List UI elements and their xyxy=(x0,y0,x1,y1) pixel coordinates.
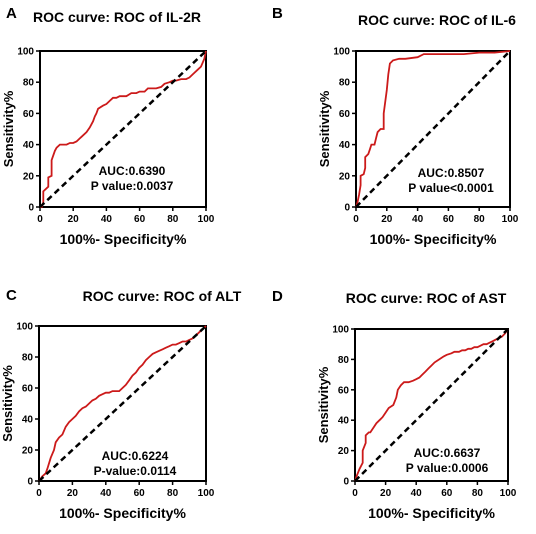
y-tick-label-d-3: 60 xyxy=(338,385,350,396)
panel-c: C ROC curve: ROC of ALT 0 20 40 60 80 100 0 20 40 6… xyxy=(0,267,268,534)
auc-annotation-d: AUC:0.6637 xyxy=(414,446,481,460)
y-axis-label-c: Sensitivity% xyxy=(0,365,15,442)
y-tick-label-c-4: 80 xyxy=(22,353,34,364)
x-tick-label-d-5: 100 xyxy=(500,488,517,499)
roc-chart-d: D ROC curve: ROC of AST 0 20 40 60 80 100 0 20 40 6… xyxy=(272,288,517,521)
y-tick-label-a-0: 0 xyxy=(28,203,34,214)
x-tick-label-b-0: 0 xyxy=(353,214,359,225)
x-axis-label-c: 100%- Specificity% xyxy=(59,505,186,521)
y-tick-label-d-1: 20 xyxy=(338,446,350,457)
panel-d: D ROC curve: ROC of AST 0 20 40 60 80 100 0 20 40 6… xyxy=(268,267,536,534)
x-tick-label-a-1: 20 xyxy=(68,214,80,225)
x-tick-label-b-1: 20 xyxy=(381,214,393,225)
y-tick-label-c-1: 20 xyxy=(22,446,34,457)
y-tick-label-d-0: 0 xyxy=(343,477,349,488)
reference-diagonal-b xyxy=(355,50,511,208)
roc-curve-c xyxy=(38,325,207,482)
y-tick-label-d-4: 80 xyxy=(338,355,350,366)
panel-letter-d: D xyxy=(272,288,283,305)
x-tick-label-a-2: 40 xyxy=(101,214,113,225)
panel-letter-c: C xyxy=(6,287,17,304)
x-tick-label-b-2: 40 xyxy=(412,214,424,225)
panel-b: B ROC curve: ROC of IL-6 0 20 40 60 80 100 0 20 40… xyxy=(268,0,536,267)
y-tick-label-b-0: 0 xyxy=(344,203,350,214)
p-value-annotation-d: P value:0.0006 xyxy=(406,461,489,475)
x-tick-label-a-4: 80 xyxy=(167,214,179,225)
y-axis-label-a: Sensitivity% xyxy=(1,90,16,167)
roc-curve-d xyxy=(354,328,509,482)
y-tick-label-a-2: 40 xyxy=(23,140,35,151)
x-tick-label-c-2: 40 xyxy=(100,488,112,499)
x-tick-label-d-1: 20 xyxy=(380,488,392,499)
y-tick-label-b-1: 20 xyxy=(339,171,351,182)
y-tick-label-b-4: 80 xyxy=(339,78,351,89)
x-tick-label-d-0: 0 xyxy=(352,488,358,499)
y-tick-label-d-2: 40 xyxy=(338,416,350,427)
y-tick-label-b-5: 100 xyxy=(333,47,350,58)
y-tick-label-c-0: 0 xyxy=(27,477,33,488)
auc-annotation-b: AUC:0.8507 xyxy=(418,166,485,180)
y-tick-label-a-4: 80 xyxy=(23,78,35,89)
x-tick-label-d-3: 60 xyxy=(441,488,453,499)
roc-curve-b xyxy=(355,50,511,208)
panel-letter-b: B xyxy=(272,5,283,22)
chart-title-b: ROC curve: ROC of IL-6 xyxy=(358,12,516,28)
y-axis-label-d: Sensitivity% xyxy=(316,366,331,443)
chart-title-d: ROC curve: ROC of AST xyxy=(346,290,507,306)
y-tick-label-b-2: 40 xyxy=(339,140,351,151)
x-tick-label-a-5: 100 xyxy=(198,214,215,225)
chart-title-a: ROC curve: ROC of IL-2R xyxy=(33,9,201,25)
panel-letter-a: A xyxy=(6,5,17,22)
x-tick-label-c-5: 100 xyxy=(198,488,215,499)
reference-diagonal-c xyxy=(38,325,207,482)
x-tick-label-a-3: 60 xyxy=(134,214,146,225)
reference-diagonal-a xyxy=(39,50,207,208)
y-tick-label-a-5: 100 xyxy=(17,47,34,58)
x-tick-label-a-0: 0 xyxy=(37,214,43,225)
x-tick-label-d-4: 80 xyxy=(472,488,484,499)
y-tick-label-a-3: 60 xyxy=(23,109,35,120)
roc-chart-b: B ROC curve: ROC of IL-6 0 20 40 60 80 100 0 20 40… xyxy=(272,5,519,247)
panel-a: A ROC curve: ROC of IL-2R 0 20 40 60 80 100 0 20 4… xyxy=(0,0,268,267)
plot-frame-a xyxy=(39,50,207,208)
x-tick-label-c-4: 80 xyxy=(167,488,179,499)
p-value-annotation-c: P-value:0.0114 xyxy=(94,464,177,478)
plot-frame-c xyxy=(38,325,207,482)
x-tick-label-b-4: 80 xyxy=(474,214,486,225)
y-tick-label-c-2: 40 xyxy=(22,415,34,426)
x-tick-label-b-3: 60 xyxy=(443,214,455,225)
roc-chart-a: A ROC curve: ROC of IL-2R 0 20 40 60 80 100 0 20 4… xyxy=(1,5,215,247)
p-value-annotation-b: P value<0.0001 xyxy=(408,181,494,195)
x-tick-label-b-5: 100 xyxy=(502,214,519,225)
y-axis-label-b: Sensitivity% xyxy=(317,90,332,167)
chart-title-c: ROC curve: ROC of ALT xyxy=(83,288,242,304)
auc-annotation-c: AUC:0.6224 xyxy=(102,449,169,463)
x-axis-label-b: 100%- Specificity% xyxy=(370,231,497,247)
y-tick-label-d-5: 100 xyxy=(332,325,349,336)
x-axis-label-d: 100%- Specificity% xyxy=(368,505,495,521)
x-tick-label-c-1: 20 xyxy=(67,488,79,499)
y-tick-label-a-1: 20 xyxy=(23,171,35,182)
plot-frame-d xyxy=(354,328,509,482)
y-tick-label-c-5: 100 xyxy=(16,322,33,333)
plot-frame-b xyxy=(355,50,511,208)
y-tick-label-c-3: 60 xyxy=(22,384,34,395)
auc-annotation-a: AUC:0.6390 xyxy=(99,164,166,178)
x-tick-label-c-3: 60 xyxy=(134,488,146,499)
x-axis-label-a: 100%- Specificity% xyxy=(60,231,187,247)
p-value-annotation-a: P value:0.0037 xyxy=(91,179,174,193)
x-tick-label-c-0: 0 xyxy=(36,488,42,499)
y-tick-label-b-3: 60 xyxy=(339,109,351,120)
reference-diagonal-d xyxy=(354,328,509,482)
x-tick-label-d-2: 40 xyxy=(411,488,423,499)
roc-chart-c: C ROC curve: ROC of ALT 0 20 40 60 80 100 0 20 40 6… xyxy=(0,287,242,521)
